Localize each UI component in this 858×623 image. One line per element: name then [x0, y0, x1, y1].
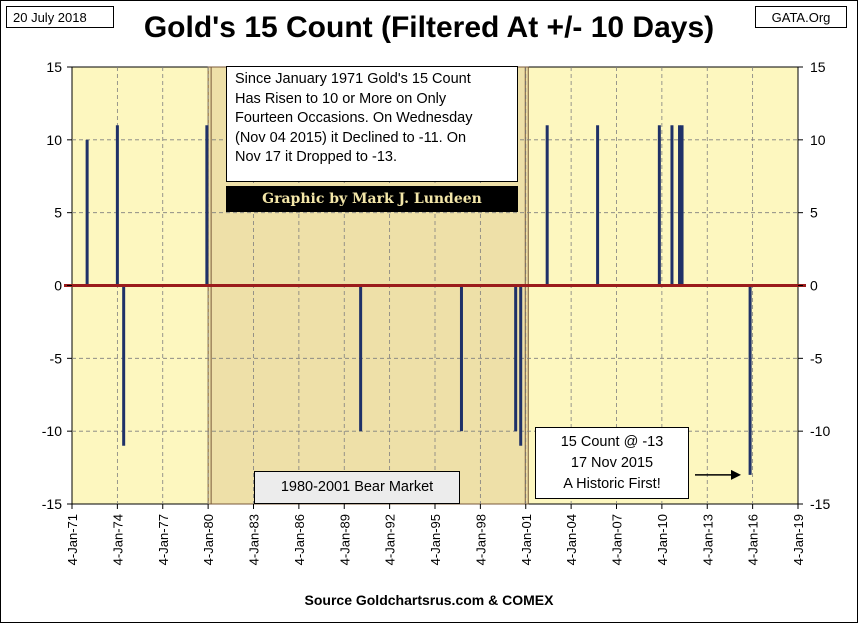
- note-line: Has Risen to 10 or More on Only: [235, 90, 447, 107]
- x-tick-label: 4-Jan-71: [65, 514, 80, 565]
- y-tick-label-right: -5: [810, 350, 823, 366]
- x-tick-label: 4-Jan-77: [156, 514, 171, 565]
- bar: [115, 125, 119, 286]
- site-label: GATA.Org: [755, 6, 847, 28]
- x-tick-label: 4-Jan-04: [564, 514, 579, 565]
- x-tick-label: 4-Jan-98: [473, 514, 488, 565]
- bar-series: [85, 125, 752, 475]
- bar: [670, 125, 674, 286]
- y-tick-label-left: -15: [42, 496, 62, 512]
- arrow-head: [731, 469, 741, 480]
- source-note: Source Goldchartsrus.com & COMEX: [304, 592, 554, 608]
- bar: [122, 285, 126, 446]
- y-tick-label-left: 15: [46, 59, 62, 75]
- bar: [657, 125, 661, 286]
- x-tick-label: 4-Jan-13: [700, 514, 715, 565]
- bear-market-label: 1980-2001 Bear Market: [254, 471, 460, 504]
- x-tick-label: 4-Jan-10: [655, 514, 670, 565]
- x-tick-label: 4-Jan-80: [201, 514, 216, 565]
- x-tick-label: 4-Jan-89: [337, 514, 352, 565]
- bar: [680, 125, 684, 286]
- note-box: Since January 1971 Gold's 15 Count Has R…: [226, 66, 518, 182]
- note-line: (Nov 04 2015) it Declined to -11. On: [235, 129, 467, 146]
- credit-banner: Graphic by Mark J. Lundeen: [226, 186, 518, 212]
- x-tick-label: 4-Jan-74: [110, 514, 125, 565]
- x-tick-label: 4-Jan-95: [428, 514, 443, 565]
- callout-line: A Historic First!: [563, 476, 661, 492]
- y-tick-label-right: -10: [810, 423, 830, 439]
- x-tick-label: 4-Jan-92: [383, 514, 398, 565]
- callout-line: 15 Count @ -13: [560, 434, 664, 450]
- y-tick-label-left: 10: [46, 132, 62, 148]
- x-tick-label: 4-Jan-01: [519, 514, 534, 565]
- y-tick-label-right: 10: [810, 132, 826, 148]
- bar: [85, 139, 89, 286]
- x-tick-label: 4-Jan-16: [746, 514, 761, 565]
- x-tick-label: 4-Jan-07: [610, 514, 625, 565]
- x-tick-label: 4-Jan-83: [247, 514, 262, 565]
- note-line: Fourteen Occasions. On Wednesday: [235, 110, 473, 126]
- bar: [678, 125, 682, 286]
- callout-arrow: [695, 469, 741, 480]
- y-tick-label-right: 5: [810, 205, 818, 221]
- y-tick-label-left: 0: [54, 278, 62, 294]
- y-tick-label-left: 5: [54, 205, 62, 221]
- bar: [519, 285, 523, 446]
- x-tick-label: 4-Jan-86: [292, 514, 307, 565]
- bar: [459, 285, 463, 432]
- note-line: Nov 17 it Dropped to -13.: [235, 149, 398, 165]
- y-tick-label-left: -10: [42, 423, 62, 439]
- x-tick-label: 4-Jan-19: [791, 514, 806, 565]
- bar: [359, 285, 363, 432]
- chart-title: Gold's 15 Count (Filtered At +/- 10 Days…: [143, 11, 715, 44]
- bar: [205, 125, 209, 286]
- bar: [545, 125, 549, 286]
- callout-line: 17 Nov 2015: [570, 455, 654, 471]
- callout-box: 15 Count @ -13 17 Nov 2015 A Historic Fi…: [535, 427, 689, 499]
- bar: [514, 285, 518, 432]
- date-label: 20 July 2018: [6, 6, 114, 28]
- note-line: Since January 1971 Gold's 15 Count: [235, 71, 471, 87]
- bar: [748, 285, 752, 475]
- bar: [596, 125, 600, 286]
- y-tick-label-right: 0: [810, 278, 818, 294]
- y-tick-label-right: -15: [810, 496, 830, 512]
- y-tick-label-right: 15: [810, 59, 826, 75]
- y-tick-label-left: -5: [50, 350, 63, 366]
